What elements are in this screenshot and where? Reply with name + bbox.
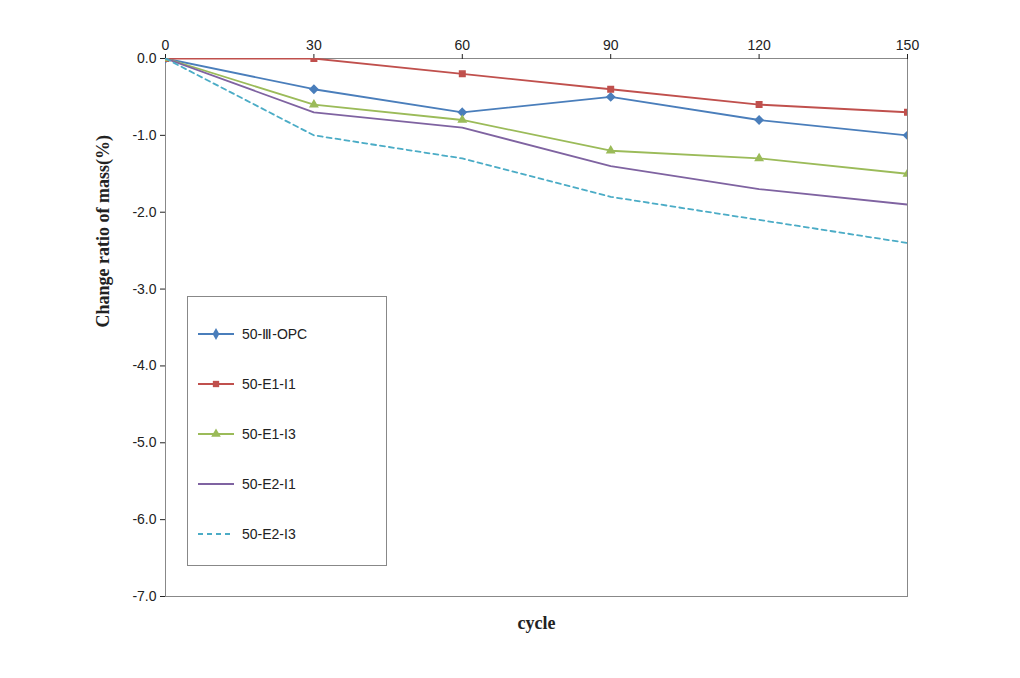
svg-text:-6.0: -6.0 [132, 511, 156, 527]
svg-text:-4.0: -4.0 [132, 357, 156, 373]
svg-text:120: 120 [747, 37, 771, 53]
svg-text:-3.0: -3.0 [132, 281, 156, 297]
html-text:50-E1-I1: 50-E1-I1 [242, 376, 296, 392]
svg-text:Change ratio of mass(%): Change ratio of mass(%) [93, 135, 114, 327]
svg-text:0: 0 [162, 37, 170, 53]
svg-text:-1.0: -1.0 [132, 127, 156, 143]
html-text:50-E2-I1: 50-E2-I1 [242, 476, 296, 492]
svg-text:30: 30 [306, 37, 322, 53]
svg-text:-7.0: -7.0 [132, 588, 156, 604]
svg-text:90: 90 [603, 37, 619, 53]
html-text:50-E1-I3: 50-E1-I3 [242, 426, 296, 442]
svg-text:0.0: 0.0 [137, 50, 157, 66]
svg-text:-2.0: -2.0 [132, 204, 156, 220]
svg-text:-5.0: -5.0 [132, 434, 156, 450]
svg-text:60: 60 [455, 37, 471, 53]
html-text:50-Ⅲ-OPC: 50-Ⅲ-OPC [242, 326, 308, 342]
html-text:50-E2-I3: 50-E2-I3 [242, 526, 296, 542]
svg-text:150: 150 [896, 37, 920, 53]
svg-text:cycle: cycle [518, 613, 556, 633]
